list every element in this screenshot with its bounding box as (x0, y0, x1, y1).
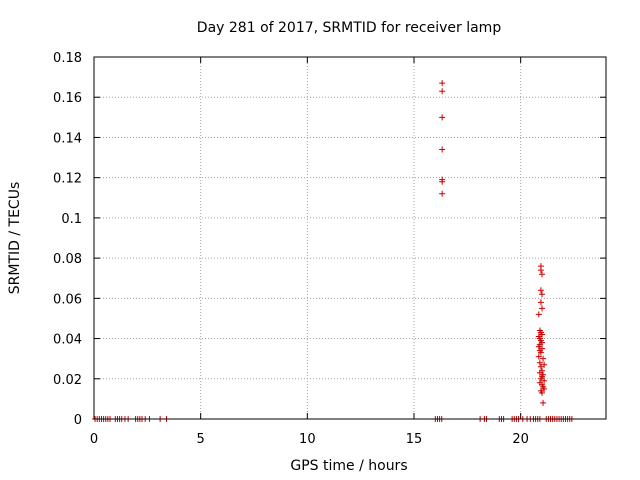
y-tick-label: 0.06 (53, 292, 82, 307)
chart-title: Day 281 of 2017, SRMTID for receiver lam… (197, 20, 502, 36)
y-axis-label: SRMTID / TECUs (7, 182, 23, 295)
x-tick-label: 10 (299, 432, 316, 447)
data-point-marker (539, 291, 545, 298)
axis-ticks (93, 56, 606, 420)
y-tick-label: 0.08 (53, 252, 82, 267)
data-point-marker (536, 359, 543, 366)
x-tick-label: 0 (90, 432, 98, 447)
data-points (92, 80, 575, 422)
data-point-marker (537, 363, 544, 370)
data-point-marker (539, 305, 545, 312)
data-point-marker (541, 361, 548, 368)
data-point-marker (539, 271, 545, 278)
y-tick-label: 0.04 (53, 333, 82, 348)
data-point-marker (537, 349, 544, 356)
data-point-marker (535, 343, 542, 350)
x-tick-label: 15 (406, 432, 423, 447)
plot-frame (93, 56, 607, 420)
data-point-marker (539, 389, 545, 396)
data-point-marker (537, 287, 544, 294)
data-point-marker (439, 80, 446, 87)
y-tick-label: 0.12 (53, 172, 82, 187)
data-point-marker (439, 146, 446, 153)
data-point-marker (439, 88, 446, 95)
y-tick-label: 0.14 (53, 131, 82, 146)
data-point-marker (439, 190, 446, 197)
x-tick-label: 5 (197, 432, 205, 447)
data-point-marker (535, 353, 542, 360)
y-tick-label: 0.02 (53, 373, 82, 388)
data-point-marker (540, 355, 547, 362)
y-tick-label: 0.1 (61, 212, 82, 227)
data-point-marker (537, 375, 544, 382)
data-point-marker (439, 178, 446, 185)
grid-lines (94, 57, 606, 419)
y-tick-label: 0 (74, 413, 82, 428)
data-point-marker (541, 385, 548, 392)
data-point-marker (536, 369, 543, 376)
y-tick-label: 0.18 (53, 51, 82, 66)
tick-labels: 0 5 10 15 20 0 0.02 0.04 0.06 0.08 0.1 0.12 0.14 0.16… (53, 51, 529, 447)
x-tick-label: 20 (512, 432, 529, 447)
data-point-marker (540, 399, 547, 406)
data-point-marker (539, 331, 545, 338)
data-point-marker (537, 267, 544, 274)
data-point-marker (537, 299, 544, 306)
data-point-marker (535, 311, 542, 318)
data-point-marker (541, 377, 548, 384)
y-tick-label: 0.16 (53, 91, 82, 106)
data-point-marker (439, 114, 446, 121)
x-axis-label: GPS time / hours (290, 458, 407, 474)
